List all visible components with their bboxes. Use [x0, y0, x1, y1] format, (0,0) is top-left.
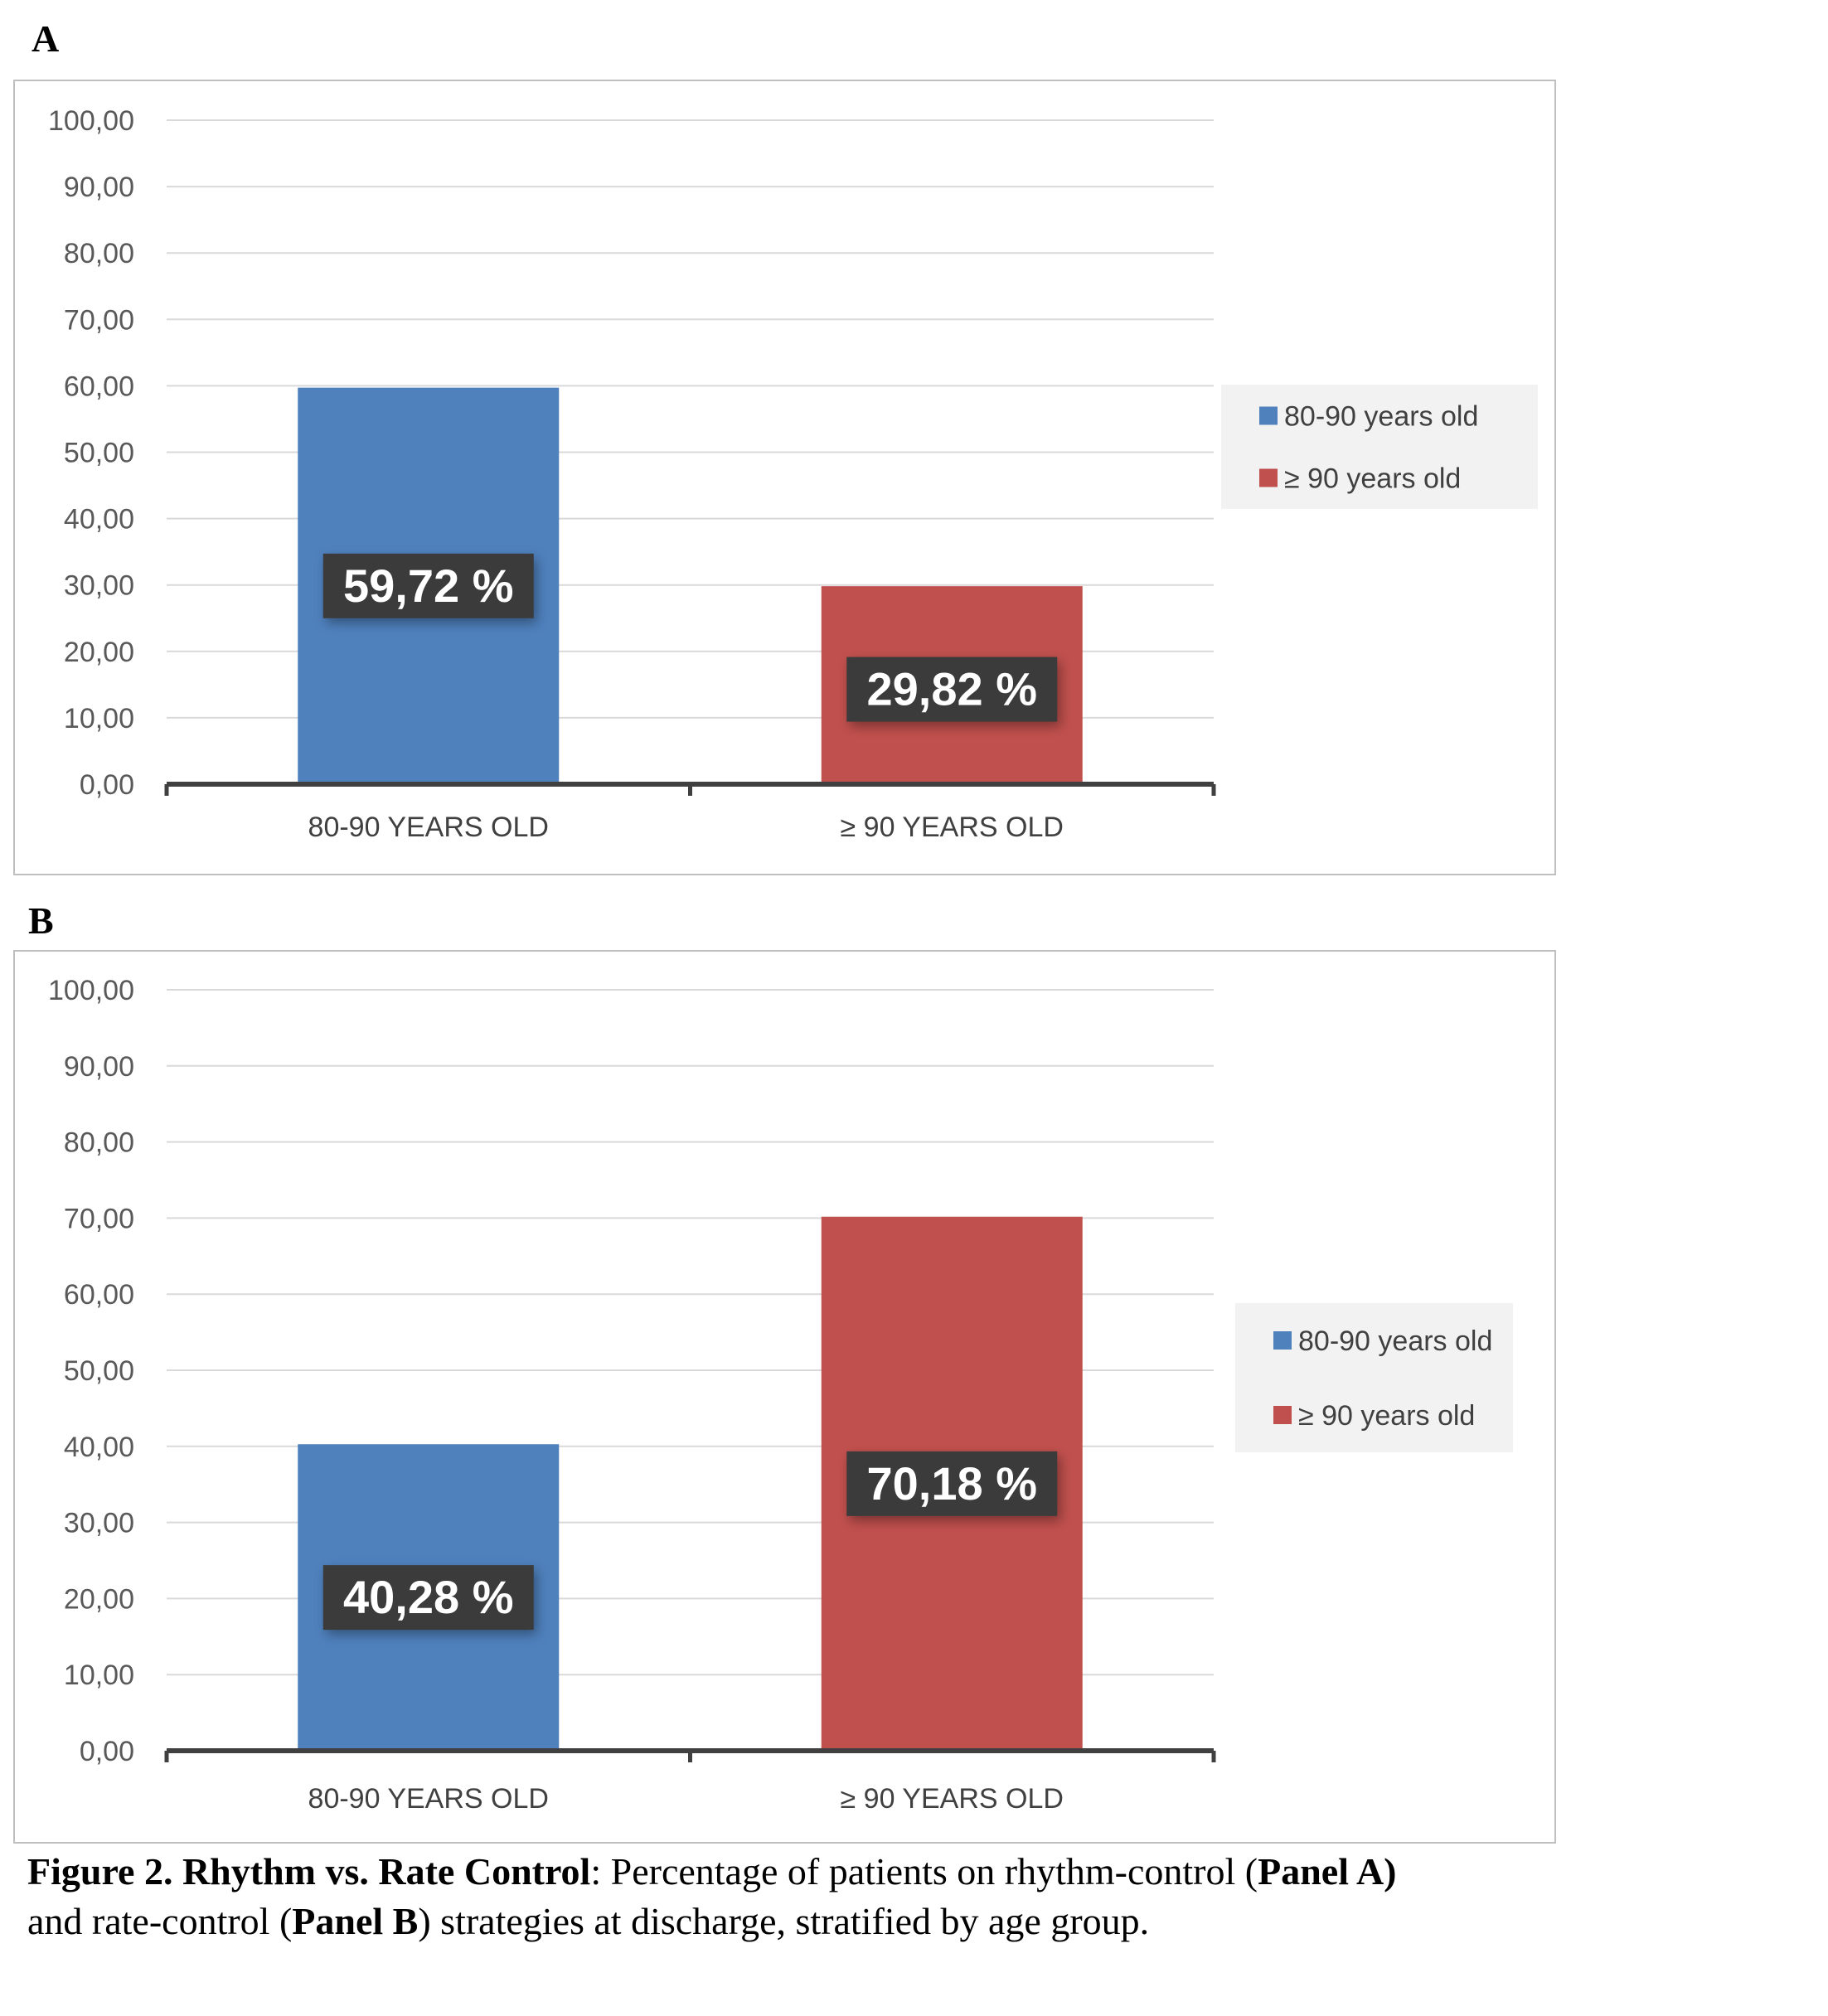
chart-a-svg: 0,00 10,00 20,00 30,00 40,00 50,00 60,00 70,00 8… [48, 105, 1538, 843]
data-label-text: 70,18 % [867, 1457, 1038, 1510]
y-tick-label: 20,00 [64, 637, 134, 668]
y-tick-label: 80,00 [64, 1127, 134, 1159]
y-tick-label: 80,00 [64, 238, 134, 269]
x-category-label: 80-90 YEARS OLD [308, 1783, 549, 1815]
y-tick-label: 50,00 [64, 1355, 134, 1387]
y-tick-label: 0,00 [80, 769, 134, 801]
caption-panel-a: Panel A) [1258, 1850, 1397, 1892]
legend-entry: ≥ 90 years old [1284, 463, 1461, 495]
y-tick-label: 90,00 [64, 172, 134, 203]
chart-panel-a: 0,00 10,00 20,00 30,00 40,00 50,00 60,00 70,00 8… [13, 80, 1556, 875]
legend-swatch [1259, 468, 1278, 487]
chart-b-svg: 0,00 10,00 20,00 30,00 40,00 50,00 60,00 70,00 8… [48, 975, 1513, 1815]
data-label-box [846, 657, 1058, 722]
y-tick-label: 10,00 [64, 703, 134, 734]
data-label-box [322, 1565, 534, 1631]
legend-background [1235, 1303, 1513, 1452]
y-tick-label: 50,00 [64, 438, 134, 469]
y-tick-label: 40,00 [64, 504, 134, 536]
y-tick-label: 100,00 [48, 975, 134, 1006]
legend-entry: 80-90 years old [1284, 401, 1478, 433]
legend-entry: 80-90 years old [1298, 1325, 1492, 1357]
legend-swatch [1259, 406, 1278, 425]
caption-part1: : Percentage of patients on rhythm-contr… [590, 1850, 1258, 1892]
data-label-text: 59,72 % [343, 560, 514, 612]
data-label-2: 70,18 % [846, 1451, 1058, 1516]
data-label-text: 29,82 % [867, 663, 1038, 715]
data-label-2: 29,82 % [846, 657, 1058, 722]
panel-b-letter: B [28, 899, 54, 942]
legend-entry: ≥ 90 years old [1298, 1400, 1475, 1432]
legend: 80-90 years old ≥ 90 years old [1221, 385, 1538, 509]
y-tick-label: 70,00 [64, 304, 134, 336]
y-tick-label: 30,00 [64, 1508, 134, 1539]
legend-swatch [1273, 1406, 1292, 1424]
panel-a-letter: A [32, 17, 60, 60]
caption-part2: and rate-control ( [27, 1900, 293, 1942]
x-category-label: ≥ 90 YEARS OLD [841, 812, 1064, 843]
data-label-box [322, 553, 534, 618]
figure-caption: Figure 2. Rhythm vs. Rate Control: Perce… [27, 1847, 1685, 1946]
y-tick-label: 40,00 [64, 1432, 134, 1463]
data-label-1: 59,72 % [322, 553, 534, 618]
y-tick-label: 60,00 [64, 371, 134, 402]
y-tick-label: 0,00 [80, 1736, 134, 1767]
legend: 80-90 years old ≥ 90 years old [1235, 1303, 1513, 1452]
chart-panel-b: 0,00 10,00 20,00 30,00 40,00 50,00 60,00 70,00 8… [13, 950, 1556, 1844]
caption-lead: Figure 2. Rhythm vs. Rate Control [27, 1850, 591, 1892]
y-tick-label: 90,00 [64, 1051, 134, 1083]
x-category-label: 80-90 YEARS OLD [308, 812, 549, 843]
data-label-1: 40,28 % [322, 1565, 534, 1631]
caption-part3: ) strategies at discharge, stratified by… [418, 1900, 1150, 1942]
y-tick-label: 20,00 [64, 1583, 134, 1615]
x-category-label: ≥ 90 YEARS OLD [841, 1783, 1064, 1815]
legend-swatch [1273, 1331, 1292, 1350]
y-tick-label: 30,00 [64, 570, 134, 602]
y-tick-label: 100,00 [48, 105, 134, 137]
legend-background [1221, 385, 1538, 509]
y-tick-label: 10,00 [64, 1660, 134, 1691]
data-label-text: 40,28 % [343, 1571, 514, 1623]
data-label-box [846, 1451, 1058, 1516]
y-tick-label: 60,00 [64, 1279, 134, 1311]
caption-panel-b: Panel B [292, 1900, 419, 1942]
y-tick-label: 70,00 [64, 1203, 134, 1234]
